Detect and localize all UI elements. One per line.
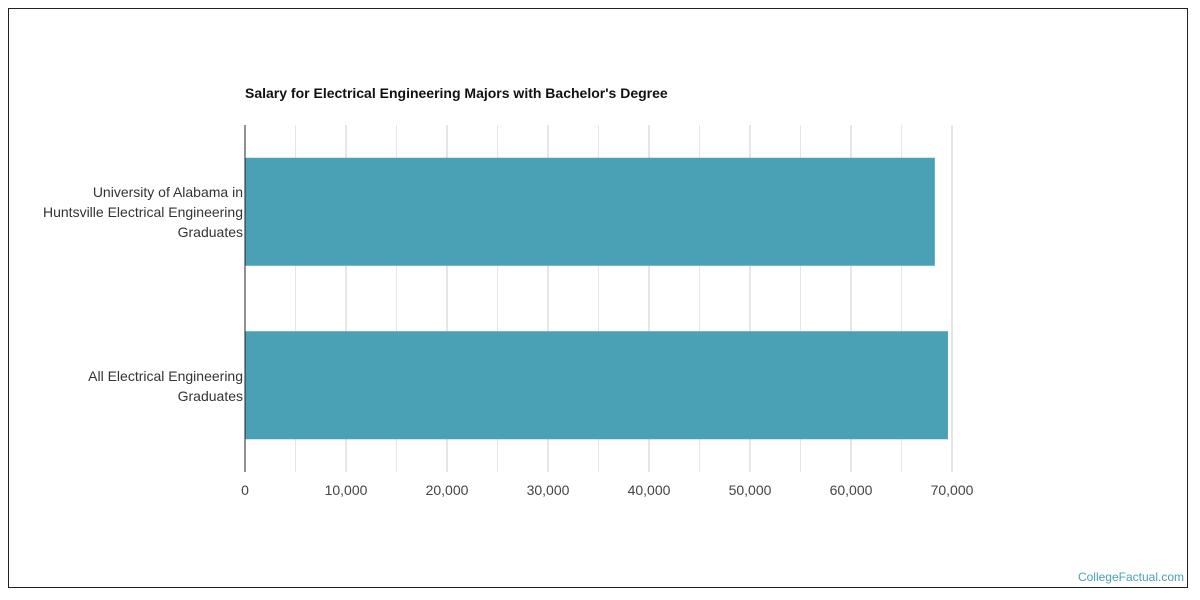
bar-layer — [245, 157, 948, 440]
category-label-1: All Electrical Engineering Graduates — [88, 368, 243, 404]
source-watermark[interactable]: CollegeFactual.com — [1077, 570, 1184, 584]
x-tick-label-5: 50,000 — [729, 482, 772, 498]
tick-layer: 0 10,000 20,000 30,000 40,000 50,000 60,000 70,… — [241, 482, 974, 498]
x-tick-label-2: 20,000 — [426, 482, 469, 498]
category-label-0: University of Alabama in Huntsville Elec… — [43, 184, 243, 240]
x-tick-label-0: 0 — [241, 482, 249, 498]
x-tick-label-3: 30,000 — [527, 482, 570, 498]
x-tick-label-7: 70,000 — [931, 482, 974, 498]
x-tick-label-6: 60,000 — [830, 482, 873, 498]
chart-title: Salary for Electrical Engineering Majors… — [245, 85, 668, 101]
bar-1 — [245, 331, 948, 440]
x-tick-label-4: 40,000 — [628, 482, 671, 498]
x-tick-label-1: 10,000 — [325, 482, 368, 498]
bar-0 — [245, 157, 935, 266]
